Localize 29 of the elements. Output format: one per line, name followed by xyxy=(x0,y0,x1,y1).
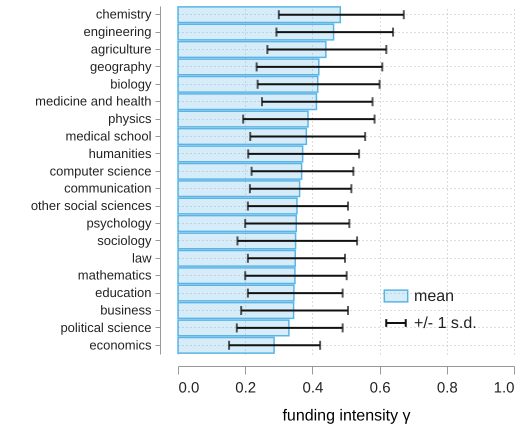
annotation: +/- 1 s.d. xyxy=(414,315,477,332)
y-tick-label: geography xyxy=(90,58,152,74)
y-tick-label: chemistry xyxy=(96,6,152,22)
x-tick-label: 0.4 xyxy=(302,380,324,396)
y-tick-label: agriculture xyxy=(90,42,152,56)
legend-label: mean xyxy=(414,288,454,305)
x-tick-label: 0.6 xyxy=(370,380,391,396)
y-tick-label: psychology xyxy=(86,216,152,230)
y-tick-label: communication xyxy=(64,180,152,196)
x-axis-title: funding intensity γ xyxy=(282,408,411,424)
x-tick-label: 0.0 xyxy=(178,380,200,396)
x-tick-label: 0.2 xyxy=(235,380,256,396)
y-tick-label: computer science xyxy=(50,163,152,178)
y-tick-label: mathematics xyxy=(78,268,152,283)
y-tick-label: humanities xyxy=(88,146,152,161)
y-tick-label: education xyxy=(95,285,152,300)
y-tick-label: medicine and health xyxy=(35,94,152,109)
y-tick-label: business xyxy=(100,302,152,318)
x-tick-label: 0.8 xyxy=(436,380,458,396)
y-tick-label: engineering xyxy=(84,24,152,40)
y-tick-label: sociology xyxy=(97,232,152,248)
y-tick-label: medical school xyxy=(66,128,152,144)
y-tick-label: political science xyxy=(60,320,152,335)
y-tick-label: other social sciences xyxy=(30,198,152,214)
y-tick-label: physics xyxy=(108,111,152,126)
x-tick-label: 1.0 xyxy=(494,380,514,396)
y-tick-label: economics xyxy=(89,337,152,352)
y-tick-label: law xyxy=(132,250,152,266)
y-tick-label: biology xyxy=(110,76,152,92)
